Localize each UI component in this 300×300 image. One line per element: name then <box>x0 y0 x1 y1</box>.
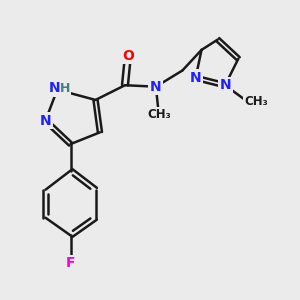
Text: N: N <box>190 71 202 85</box>
Text: N: N <box>219 78 231 92</box>
Text: N: N <box>40 114 51 128</box>
Text: H: H <box>60 82 71 95</box>
Text: CH₃: CH₃ <box>244 95 268 108</box>
Text: O: O <box>122 49 134 63</box>
Text: CH₃: CH₃ <box>147 108 171 121</box>
Text: N: N <box>49 81 60 95</box>
Text: F: F <box>66 256 75 270</box>
Text: N: N <box>150 80 162 94</box>
